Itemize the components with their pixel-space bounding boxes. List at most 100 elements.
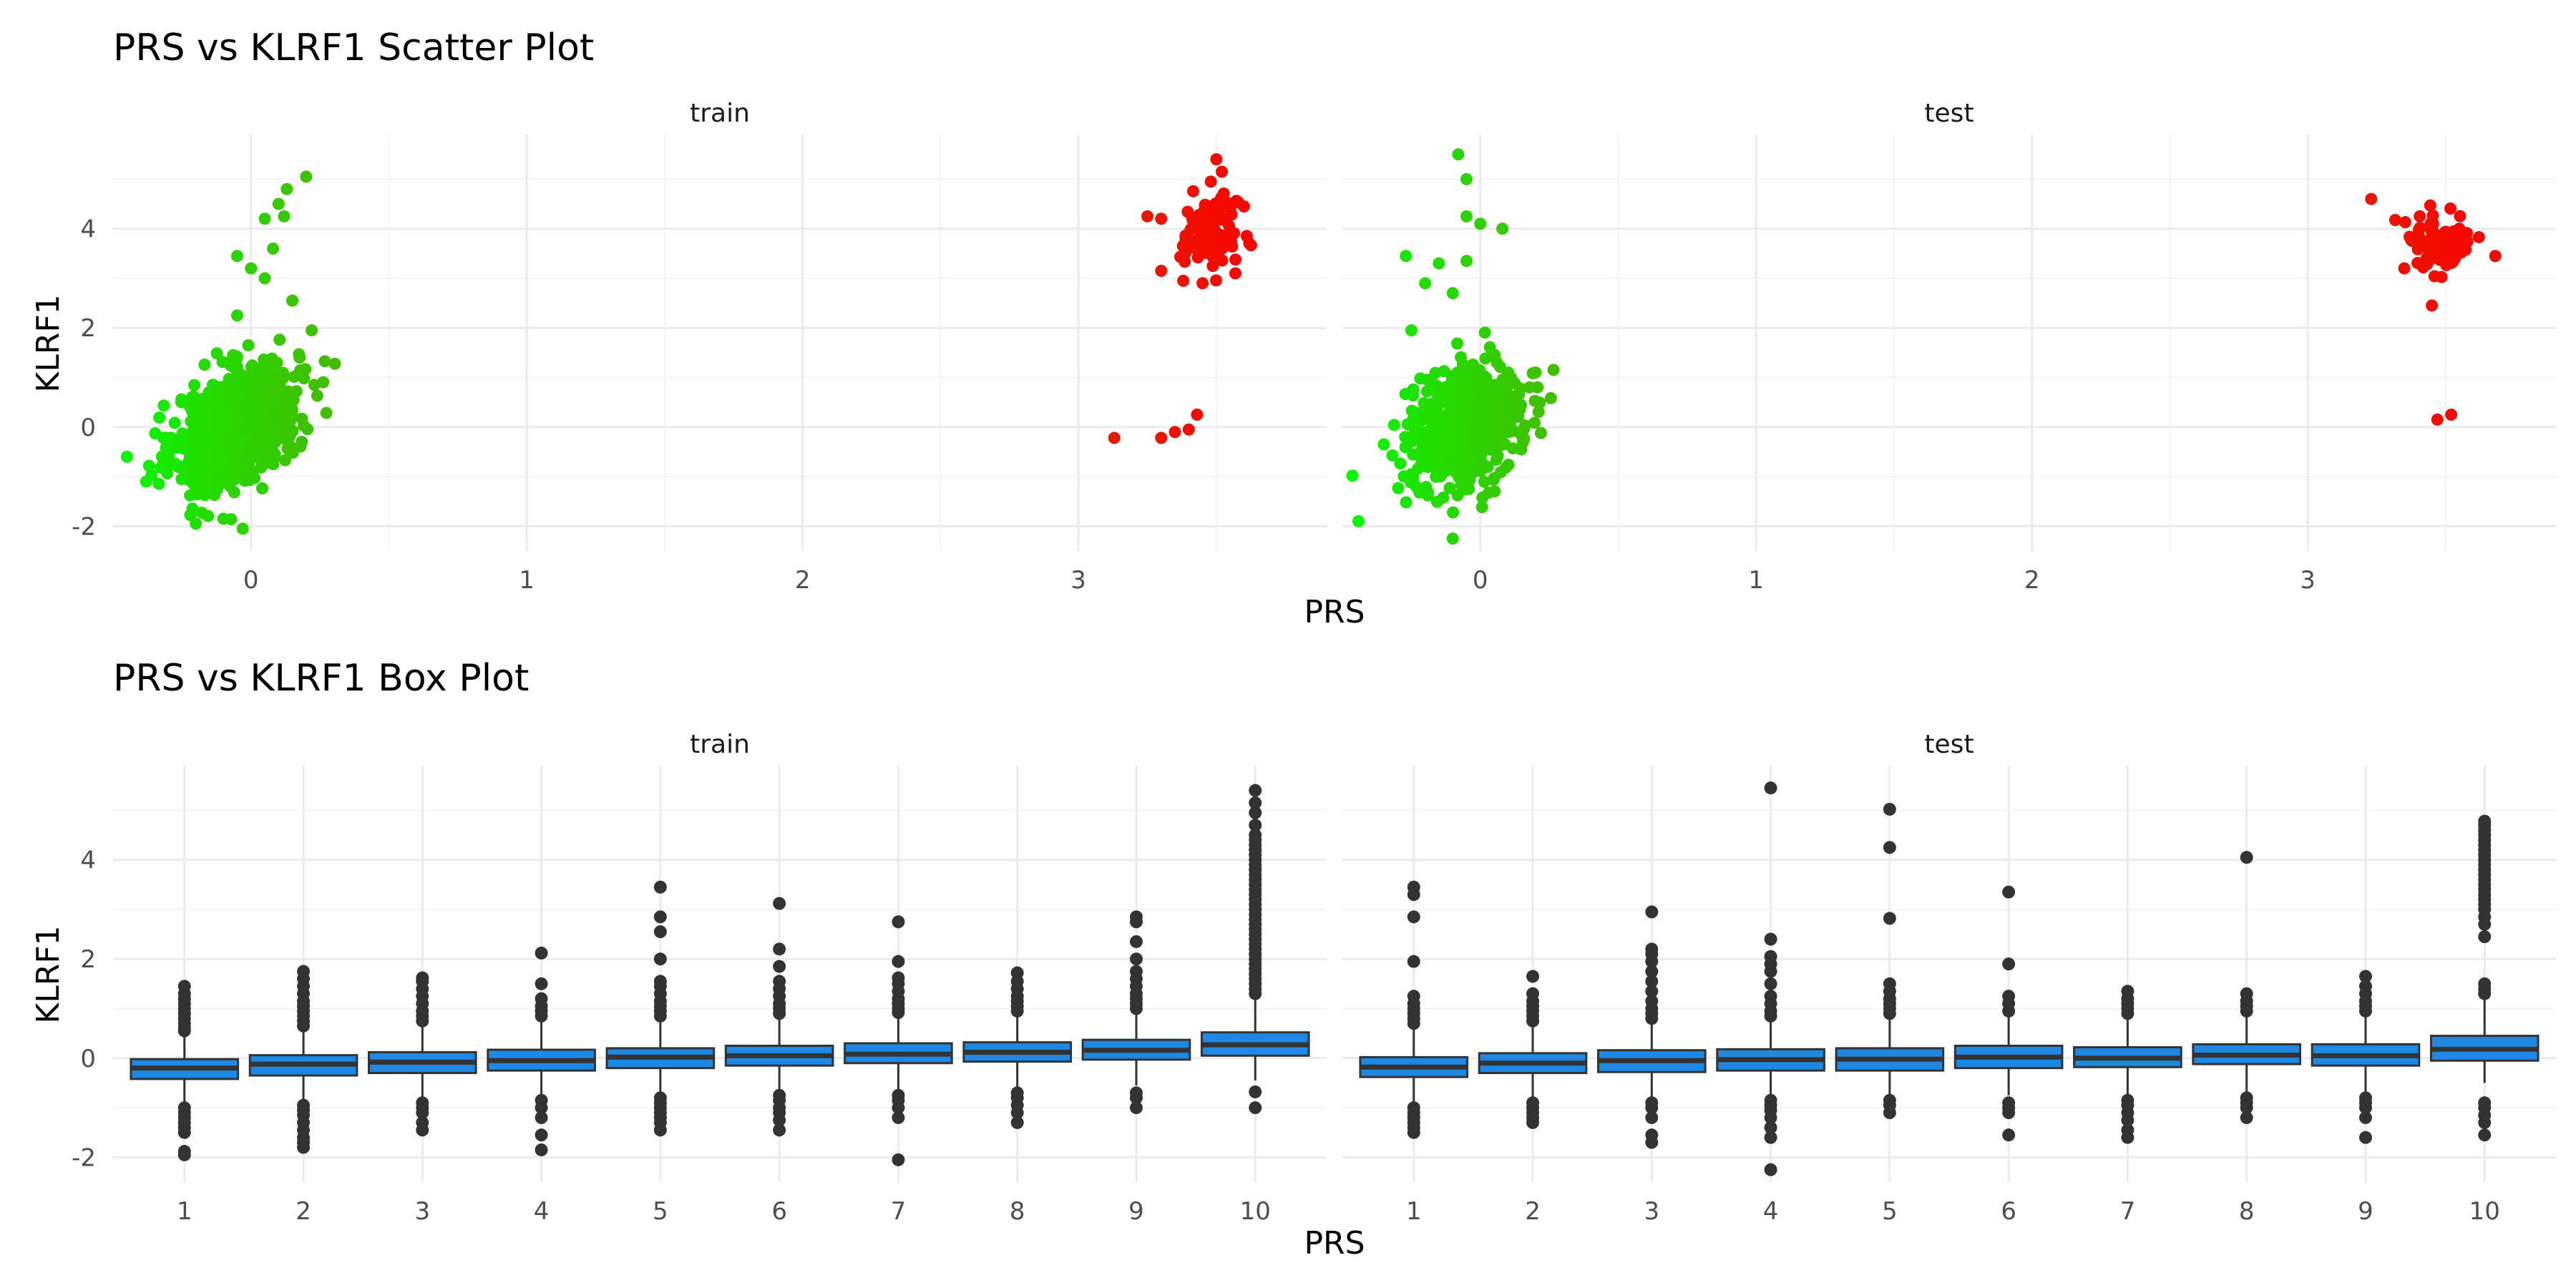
scatter-point	[171, 441, 184, 454]
scatter-point	[236, 522, 249, 535]
outlier-point	[1249, 784, 1262, 797]
outlier-point	[2002, 885, 2016, 899]
outlier-point	[1645, 1101, 1659, 1115]
scatter-point	[209, 432, 222, 445]
outlier-point	[1645, 1111, 1659, 1124]
x-tick-label: 5	[653, 1197, 668, 1226]
scatter-point	[317, 376, 330, 389]
scatter-point	[1457, 427, 1470, 440]
y-tick-label: 0	[80, 1045, 96, 1073]
x-tick-label: 3	[414, 1197, 430, 1226]
scatter-point	[1186, 185, 1199, 197]
outlier-point	[1249, 1085, 1262, 1098]
scatter-point	[2399, 216, 2411, 229]
scatter-point	[1460, 172, 1473, 185]
scatter-point	[198, 358, 211, 371]
scatter-point	[1476, 409, 1489, 421]
scatter-point	[320, 406, 333, 419]
scatter-point	[2431, 413, 2444, 426]
outlier-point	[1764, 977, 1777, 990]
scatter-point	[243, 376, 256, 389]
x-tick-label: 9	[1128, 1197, 1144, 1226]
outlier-point	[1526, 987, 1540, 1000]
scatter-point	[1483, 341, 1496, 353]
scatter-point	[1204, 175, 1217, 188]
box-8	[2192, 851, 2302, 1124]
outlier-point	[2002, 1128, 2016, 1142]
scatter-point	[152, 477, 165, 490]
scatter-point	[258, 353, 270, 366]
box-4	[1716, 781, 1825, 1176]
outlier-point	[1645, 985, 1659, 998]
outlier-point	[2240, 1111, 2253, 1124]
box-1	[1359, 880, 1469, 1139]
scatter-point	[300, 170, 313, 183]
scatter-title: PRS vs KLRF1 Scatter Plot	[113, 26, 594, 69]
scatter-point	[277, 366, 290, 379]
scatter-point	[278, 454, 291, 467]
scatter-point	[268, 403, 281, 416]
scatter-point	[1169, 426, 1181, 439]
y-tick-label: 0	[80, 414, 96, 442]
scatter-point	[120, 450, 133, 463]
outlier-point	[2358, 1131, 2372, 1144]
scatter-point	[1414, 372, 1427, 385]
scatter-point	[224, 359, 237, 372]
scatter-point	[298, 372, 311, 385]
y-tick-label: -2	[72, 1143, 96, 1172]
scatter-point	[243, 460, 255, 473]
scatter-point	[311, 389, 323, 402]
x-tick-label: 5	[1882, 1197, 1898, 1226]
outlier-point	[535, 1111, 548, 1124]
scatter-point	[201, 419, 214, 432]
outlier-point	[535, 992, 548, 1005]
scatter-point	[1216, 165, 1229, 178]
outlier-point	[1010, 1116, 1024, 1129]
y-tick-label: 2	[80, 314, 96, 343]
outlier-point	[177, 1126, 191, 1139]
scatter-point	[2411, 243, 2424, 255]
outlier-point	[1645, 965, 1659, 978]
outlier-point	[535, 1143, 548, 1156]
outlier-point	[2240, 987, 2253, 1000]
outlier-point	[535, 977, 548, 990]
scatter-point	[213, 381, 226, 394]
box-2	[1478, 970, 1588, 1129]
outlier-point	[2358, 1101, 2372, 1115]
outlier-point	[2478, 814, 2492, 828]
scatter-point	[1210, 153, 1223, 166]
outlier-point	[1883, 912, 1896, 925]
outlier-point	[1010, 1106, 1024, 1119]
outlier-point	[1249, 796, 1262, 809]
scatter-point	[286, 294, 299, 307]
outlier-point	[1407, 955, 1420, 968]
scatter-point	[2444, 202, 2457, 215]
scatter-point	[1478, 475, 1491, 488]
scatter-point	[149, 427, 162, 440]
outlier-point	[1764, 1163, 1777, 1176]
scatter-point	[1400, 250, 1413, 263]
scatter-point	[1446, 287, 1459, 300]
x-tick-label: 8	[2239, 1197, 2255, 1226]
outlier-point	[1645, 995, 1659, 1008]
scatter-point	[278, 210, 291, 223]
scatter-point	[301, 423, 314, 436]
outlier-point	[1129, 910, 1143, 924]
x-tick-label: 6	[771, 1197, 787, 1226]
scatter-point	[1443, 417, 1455, 430]
outlier-point	[2478, 977, 2492, 990]
outlier-point	[1883, 1106, 1896, 1119]
scatter-point	[1229, 253, 1242, 266]
outlier-point	[2478, 1128, 2492, 1142]
scatter-point	[279, 392, 292, 405]
x-tick-label: 3	[2300, 566, 2316, 595]
scatter-point	[2403, 230, 2416, 243]
scatter-point	[1191, 251, 1204, 264]
x-tick-label: 9	[2358, 1197, 2373, 1226]
scatter-point	[1394, 457, 1407, 470]
scatter-point	[202, 509, 215, 522]
x-tick-label: 0	[243, 566, 259, 595]
outlier-point	[2358, 1111, 2372, 1124]
x-tick-label: 2	[2024, 566, 2040, 595]
scatter-point	[1502, 458, 1515, 471]
